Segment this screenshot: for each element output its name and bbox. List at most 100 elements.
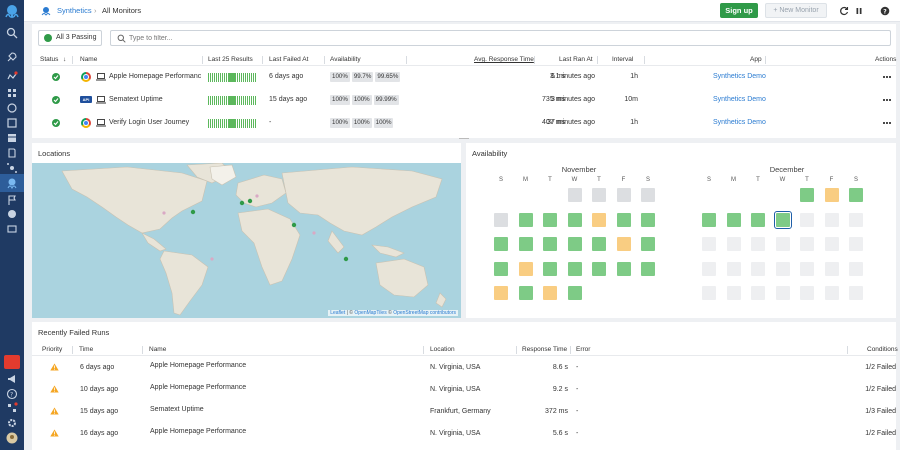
calendar-day-cell[interactable] (849, 237, 863, 251)
calendar-day-cell[interactable] (726, 286, 741, 300)
flag-icon[interactable] (6, 194, 18, 206)
more-actions-icon[interactable] (882, 119, 892, 127)
calendar-day-cell[interactable] (592, 261, 606, 276)
pause-icon[interactable] (854, 6, 864, 16)
monitoring-icon[interactable] (6, 102, 18, 114)
calendar-day-cell[interactable] (641, 188, 655, 202)
col-last-failed[interactable]: Last Failed At (269, 56, 309, 63)
col-response-time[interactable]: Response Time (522, 346, 568, 353)
logs-icon[interactable] (6, 147, 18, 159)
dashboard-icon[interactable] (6, 132, 18, 144)
calendar-day-cell[interactable] (518, 237, 533, 251)
calendar-day-cell[interactable] (824, 237, 839, 251)
failed-run-row[interactable]: 15 days ago Sematext Uptime Frankfurt, G… (32, 402, 896, 424)
calendar-day-cell[interactable] (567, 212, 582, 227)
calendar-day-cell[interactable] (726, 212, 741, 227)
calendar-day-cell[interactable] (616, 212, 631, 227)
col-name[interactable]: Name (80, 56, 98, 63)
integrations-icon[interactable] (6, 223, 18, 235)
calendar-day-cell[interactable] (641, 261, 655, 276)
sign-up-button[interactable]: Sign up (720, 3, 758, 18)
calendar-day-cell[interactable] (849, 286, 863, 300)
run-name[interactable]: Apple Homepage Performance (150, 428, 247, 435)
user-avatar[interactable] (6, 432, 18, 444)
gift-icon[interactable] (4, 355, 20, 369)
run-name[interactable]: Sematext Uptime (150, 406, 204, 413)
calendar-day-cell[interactable] (849, 261, 863, 276)
new-monitor-button[interactable]: + New Monitor (765, 3, 827, 18)
calendar-day-cell[interactable] (641, 237, 655, 251)
calendar-day-cell[interactable] (494, 261, 508, 276)
network-icon[interactable] (6, 162, 18, 174)
col-status[interactable]: Status (40, 56, 59, 63)
calendar-day-cell[interactable] (592, 237, 606, 251)
calendar-day-cell[interactable] (751, 261, 765, 276)
calendar-day-cell[interactable] (849, 212, 863, 227)
calendar-day-cell[interactable] (775, 261, 790, 276)
help-circle-icon[interactable] (6, 208, 18, 220)
calendar-day-cell[interactable] (494, 212, 508, 227)
col-avg-response[interactable]: Avg. Response Time (474, 56, 534, 63)
calendar-day-cell[interactable] (726, 237, 741, 251)
monitor-name[interactable]: Apple Homepage Performanc (109, 73, 202, 80)
calendar-day-cell[interactable] (616, 188, 631, 202)
calendar-day-cell[interactable] (543, 237, 557, 251)
calendar-day-cell[interactable] (751, 212, 765, 227)
calendar-day-cell[interactable] (702, 286, 716, 300)
calendar-day-cell[interactable] (726, 261, 741, 276)
calendar-day-cell[interactable] (824, 188, 839, 202)
run-name[interactable]: Apple Homepage Performance (150, 384, 247, 391)
refresh-icon[interactable] (839, 6, 849, 16)
col-conditions[interactable]: Conditions (867, 346, 898, 353)
notifications-icon[interactable] (6, 402, 18, 414)
calendar-day-cell[interactable] (849, 188, 863, 202)
calendar-day-cell[interactable] (702, 212, 716, 227)
app-link[interactable]: Synthetics Demo (713, 96, 766, 103)
run-name[interactable]: Apple Homepage Performance (150, 362, 247, 369)
calendar-day-cell[interactable] (592, 212, 606, 227)
calendar-day-cell[interactable] (543, 261, 557, 276)
monitor-row[interactable]: Verify Login User Journey - 100% 100% 100%… (32, 112, 896, 135)
monitor-name[interactable]: Sematext Uptime (109, 96, 163, 103)
alerts-icon[interactable] (6, 71, 18, 83)
monitor-row[interactable]: API Sematext Uptime 15 days ago 100% 100%… (32, 89, 896, 112)
failed-run-row[interactable]: 10 days ago Apple Homepage Performance N… (32, 380, 896, 402)
calendar-day-cell[interactable] (567, 237, 582, 251)
calendar-day-cell[interactable] (494, 286, 508, 300)
calendar-day-cell[interactable] (641, 212, 655, 227)
col-availability[interactable]: Availability (330, 56, 361, 63)
passing-filter-button[interactable]: All 3 Passing (38, 30, 102, 46)
app-link[interactable]: Synthetics Demo (713, 119, 766, 126)
calendar-day-cell[interactable] (518, 286, 533, 300)
failed-run-row[interactable]: 16 days ago Apple Homepage Performance N… (32, 424, 896, 446)
calendar-day-cell[interactable] (494, 237, 508, 251)
sematext-logo[interactable] (3, 3, 21, 21)
calendar-day-cell[interactable] (824, 212, 839, 227)
calendar-day-cell[interactable] (543, 286, 557, 300)
app-link[interactable]: Synthetics Demo (713, 73, 766, 80)
calendar-day-cell[interactable] (800, 212, 814, 227)
col-interval[interactable]: Interval (612, 56, 634, 63)
calendar-day-cell[interactable] (800, 237, 814, 251)
calendar-day-cell[interactable] (592, 188, 606, 202)
col-error[interactable]: Error (576, 346, 591, 353)
calendar-day-cell[interactable] (751, 237, 765, 251)
announce-icon[interactable] (6, 373, 18, 385)
failed-run-row[interactable]: 6 days ago Apple Homepage Performance N.… (32, 358, 896, 380)
resize-handle[interactable] (459, 138, 469, 139)
calendar-day-cell[interactable] (800, 188, 814, 202)
calendar-day-cell[interactable] (616, 261, 631, 276)
col-last-25[interactable]: Last 25 Results (208, 56, 253, 63)
rocket-icon[interactable] (6, 51, 18, 63)
calendar-day-cell[interactable] (800, 286, 814, 300)
filter-input[interactable] (129, 33, 869, 44)
help-icon[interactable]: ? (880, 6, 890, 16)
col-last-ran[interactable]: Last Ran At (559, 56, 593, 63)
filter-input-wrapper[interactable] (110, 30, 891, 46)
calendar-day-cell[interactable] (824, 286, 839, 300)
calendar-day-cell[interactable] (543, 212, 557, 227)
calendar-day-cell[interactable] (800, 261, 814, 276)
calendar-day-cell[interactable] (567, 261, 582, 276)
col-app[interactable]: App (750, 56, 762, 63)
apps-grid-icon[interactable] (6, 87, 18, 99)
